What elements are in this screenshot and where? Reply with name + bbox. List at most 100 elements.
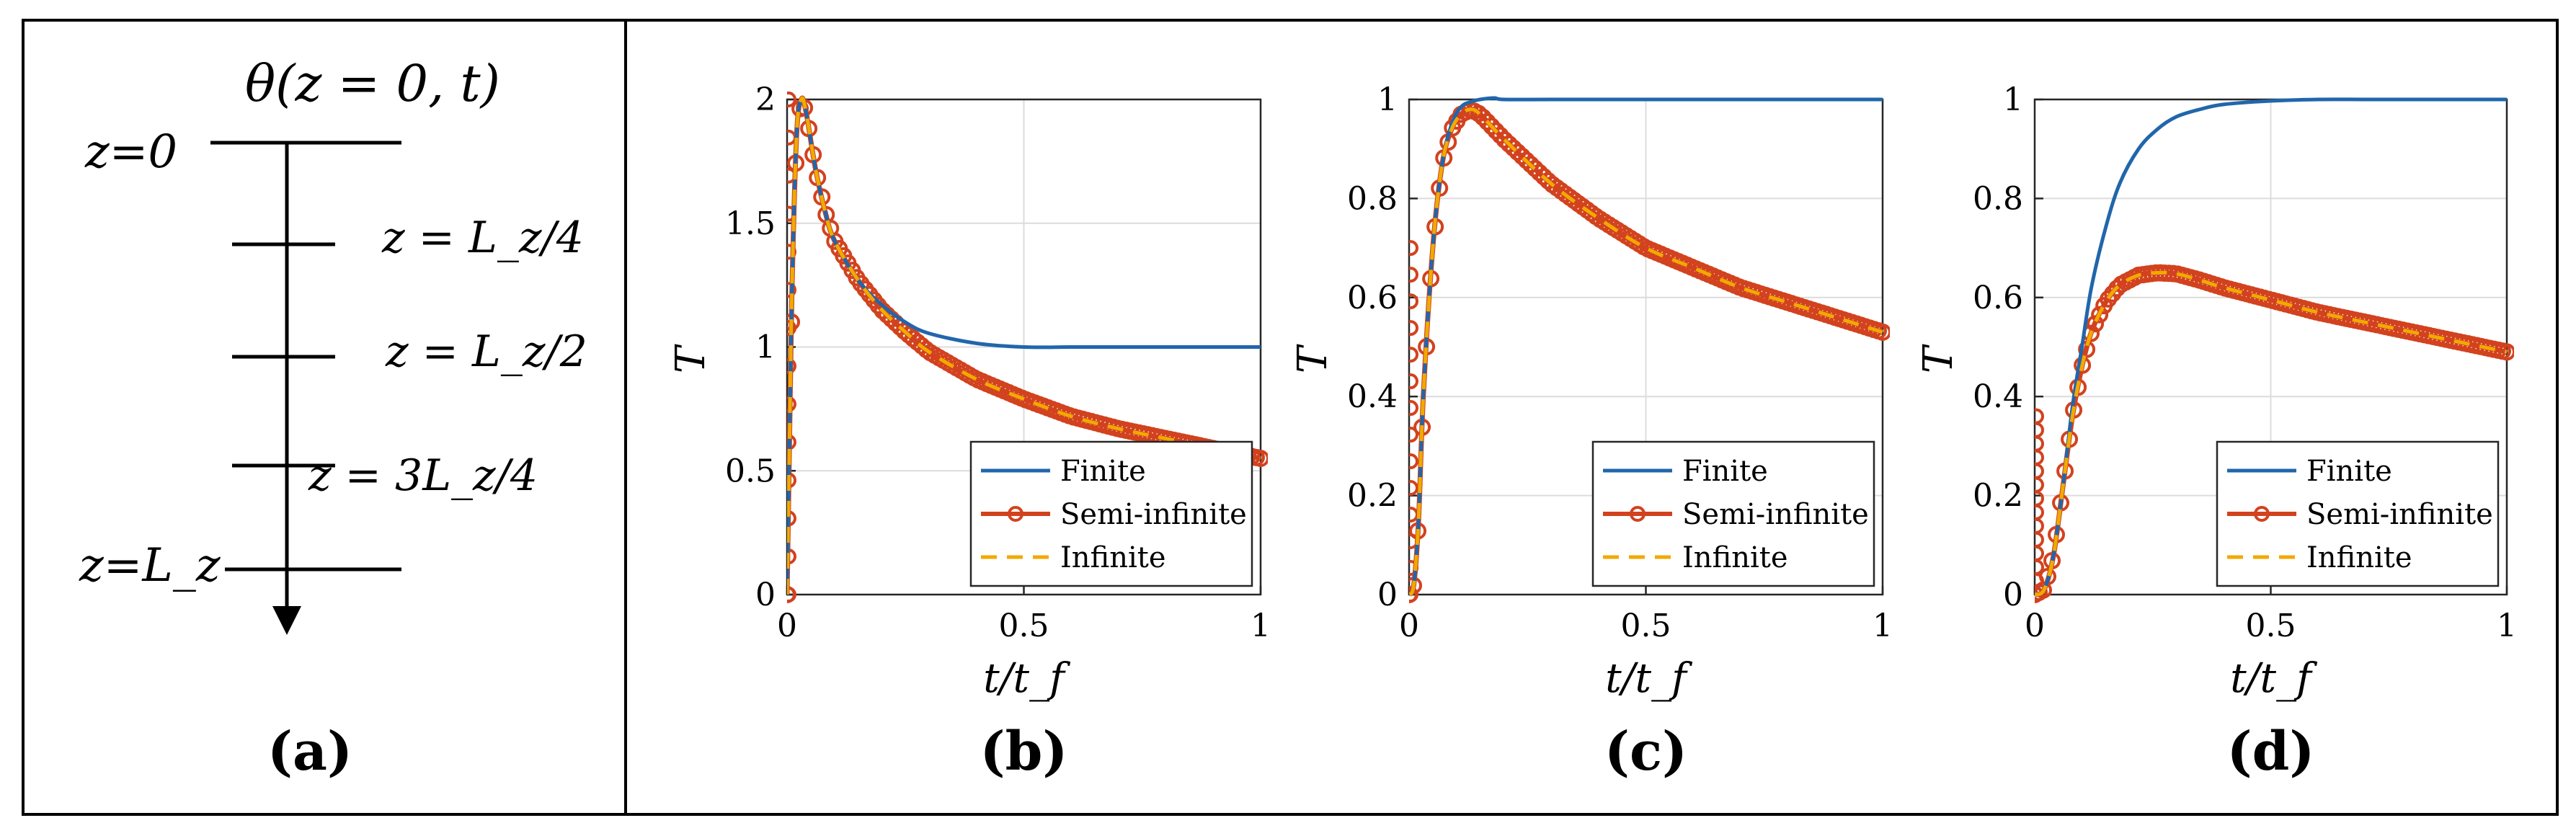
series-marker-semi-infinite xyxy=(2035,449,2044,466)
legend-marker-semi-infinite xyxy=(2254,506,2270,522)
legend-label: Finite xyxy=(1060,455,1146,488)
series-marker-semi-infinite xyxy=(2035,422,2044,438)
panel-a-label: (a) xyxy=(267,721,352,783)
series-marker-semi-infinite xyxy=(1409,507,1418,523)
series-marker-semi-infinite xyxy=(2035,476,2044,493)
series-marker-semi-infinite xyxy=(1252,450,1268,468)
series-marker-semi-infinite xyxy=(1474,108,1492,126)
y-tick-label: 0 xyxy=(755,577,776,613)
panel-c-chart: 0 0.5 1 0 0.2 0.4 0.6 0.8 1 t/t_f T Finite Semi-infi… xyxy=(1289,81,1893,783)
y-tick-label: 0.4 xyxy=(1973,378,2023,415)
series-marker-semi-infinite xyxy=(2035,435,2044,452)
y-axis-label: T xyxy=(667,344,714,373)
x-tick-label: 0 xyxy=(777,608,797,644)
series-marker-semi-infinite xyxy=(1409,293,1418,310)
y-tick-label: 1.5 xyxy=(725,205,776,242)
y-tick-label: 0 xyxy=(1377,577,1398,613)
plot-area xyxy=(2035,97,2514,603)
y-tick-label: 0.2 xyxy=(1347,478,1398,515)
y-tick-label: 1 xyxy=(2003,81,2023,118)
panel-label: (c) xyxy=(1604,721,1687,783)
panel-label: (d) xyxy=(2227,721,2315,783)
series-marker-semi-infinite xyxy=(1491,126,1509,144)
y-tick-label: 0.6 xyxy=(1347,280,1398,316)
series-marker-semi-infinite xyxy=(787,92,796,107)
series-marker-semi-infinite xyxy=(2091,306,2109,324)
series-marker-semi-infinite xyxy=(2035,463,2044,479)
boundary-condition-label: θ(z = 0, t) xyxy=(245,54,500,113)
x-tick-label: 0.5 xyxy=(1621,608,1671,644)
legend-label: Semi-infinite xyxy=(2306,498,2493,531)
series-line-finite xyxy=(1409,96,1883,596)
x-tick-label: 0 xyxy=(1399,608,1419,644)
x-tick-label: 0 xyxy=(2025,608,2045,644)
y-tick-label: 0.6 xyxy=(1973,280,2023,316)
y-tick-label: 0 xyxy=(2003,577,2023,613)
series-marker-semi-infinite xyxy=(2035,559,2044,575)
x-tick-label: 1 xyxy=(1873,608,1893,644)
x-tick-label: 1 xyxy=(2497,608,2517,644)
outer-frame xyxy=(22,19,2559,816)
series-marker-semi-infinite xyxy=(787,244,796,260)
level-label-z3: z = 3L_z/4 xyxy=(308,450,538,501)
legend-label: Semi-infinite xyxy=(1060,498,1247,531)
panel-a-schematic: θ(z = 0, t) z=0 z = L_z/4 z = L_z/2 z = … xyxy=(79,54,587,783)
x-tick-label: 1 xyxy=(1251,608,1271,644)
series-line-infinite xyxy=(787,96,1261,595)
panel-d-chart: 0 0.5 1 0 0.2 0.4 0.6 0.8 1 t/t_f T Finite Semi-infi… xyxy=(1915,81,2517,783)
series-marker-semi-infinite xyxy=(2087,315,2105,333)
series-marker-semi-infinite xyxy=(1409,240,1418,257)
legend-label: Infinite xyxy=(1682,541,1788,574)
y-tick-label: 2 xyxy=(755,81,776,118)
x-tick-label: 0.5 xyxy=(2246,608,2296,644)
legend-marker-semi-infinite xyxy=(1630,506,1645,522)
series-marker-semi-infinite xyxy=(1874,323,1890,341)
y-axis-label: T xyxy=(1289,344,1336,373)
y-tick-label: 0.5 xyxy=(725,453,776,489)
legend-label: Semi-infinite xyxy=(1682,498,1869,531)
series-marker-semi-infinite xyxy=(1409,373,1418,390)
series-marker-semi-infinite xyxy=(787,129,796,146)
series-marker-semi-infinite xyxy=(2035,504,2044,520)
legend-label: Finite xyxy=(2306,455,2392,488)
series-marker-semi-infinite xyxy=(1409,347,1418,363)
series-marker-semi-infinite xyxy=(787,320,796,337)
y-tick-label: 0.2 xyxy=(1973,478,2023,515)
series-marker-semi-infinite xyxy=(2035,531,2044,548)
level-label-z1: z = L_z/4 xyxy=(381,213,584,263)
y-tick-label: 0.8 xyxy=(1347,180,1398,217)
series-marker-semi-infinite xyxy=(1409,320,1418,337)
y-tick-label: 0.4 xyxy=(1347,378,1398,415)
series-line-infinite xyxy=(1409,107,1883,596)
level-label-z4: z=L_z xyxy=(79,539,221,592)
y-axis-label: T xyxy=(1915,344,1962,373)
panel-label: (b) xyxy=(980,721,1068,783)
series-marker-semi-infinite xyxy=(1409,427,1418,443)
series-marker-semi-infinite xyxy=(1487,122,1505,140)
legend-label: Finite xyxy=(1682,455,1768,488)
x-tick-label: 0.5 xyxy=(999,608,1049,644)
series-marker-semi-infinite xyxy=(1409,480,1418,497)
series-marker-semi-infinite xyxy=(1409,400,1418,417)
legend-label: Infinite xyxy=(2306,541,2412,574)
level-label-z2: z = L_z/2 xyxy=(385,326,587,377)
series-marker-semi-infinite xyxy=(1409,453,1418,470)
series-marker-semi-infinite xyxy=(1409,587,1418,602)
series-marker-semi-infinite xyxy=(2498,343,2514,361)
series-marker-semi-infinite xyxy=(2035,517,2044,534)
legend-label: Infinite xyxy=(1060,541,1166,574)
series-marker-semi-infinite xyxy=(787,357,796,374)
series-marker-semi-infinite xyxy=(2035,545,2044,561)
plot-area xyxy=(1409,96,1890,603)
x-axis-label: t/t_f xyxy=(983,655,1071,702)
y-tick-label: 1 xyxy=(755,329,776,366)
series-marker-semi-infinite xyxy=(1409,267,1418,283)
series-line-finite xyxy=(2035,97,2507,597)
x-axis-label: t/t_f xyxy=(2230,655,2318,702)
legend-marker-semi-infinite xyxy=(1008,506,1023,522)
series-marker-semi-infinite xyxy=(2035,490,2044,507)
series-marker-semi-infinite xyxy=(787,282,796,298)
series-marker-semi-infinite xyxy=(1478,113,1496,131)
series-marker-semi-infinite xyxy=(2035,408,2044,424)
